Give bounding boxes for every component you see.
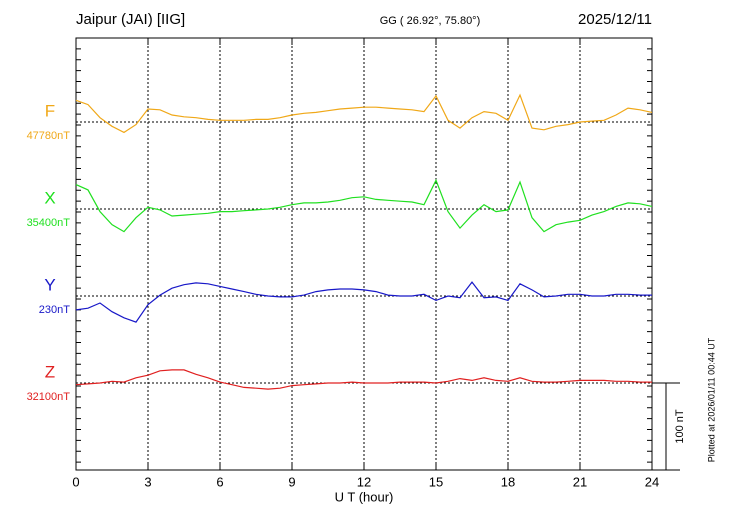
baseline-label: 35400nT xyxy=(27,217,71,229)
plotted-note: Plotted at 2026/01/11 00:44 UT xyxy=(706,337,716,462)
trace xyxy=(75,369,652,390)
series-name: X xyxy=(44,188,55,207)
x-tick-label: 21 xyxy=(573,474,587,489)
trace xyxy=(75,178,653,233)
baseline-label: 230nT xyxy=(39,304,70,316)
scale-bar-label: 100 nT xyxy=(674,409,686,444)
x-tick-label: 24 xyxy=(645,474,659,489)
x-tick-label: 6 xyxy=(216,474,223,489)
x-tick-label: 9 xyxy=(288,474,295,489)
x-axis-label: U T (hour) xyxy=(335,489,394,504)
x-tick-label: 3 xyxy=(144,474,151,489)
trace xyxy=(75,281,652,323)
baseline-label: 47780nT xyxy=(27,130,71,142)
chart-subtitle: GG ( 26.92°, 75.80°) xyxy=(380,15,481,27)
x-tick-label: 18 xyxy=(501,474,515,489)
series-name: F xyxy=(45,101,55,120)
x-tick-label: 0 xyxy=(72,474,79,489)
x-tick-label: 15 xyxy=(429,474,443,489)
series-name: Z xyxy=(45,362,55,381)
chart-title: Jaipur (JAI) [IIG] xyxy=(76,11,185,28)
chart-date: 2025/12/11 xyxy=(578,11,652,28)
trace xyxy=(75,93,653,134)
series-name: Y xyxy=(44,275,55,294)
baseline-label: 32100nT xyxy=(27,391,71,403)
x-tick-label: 12 xyxy=(357,474,371,489)
